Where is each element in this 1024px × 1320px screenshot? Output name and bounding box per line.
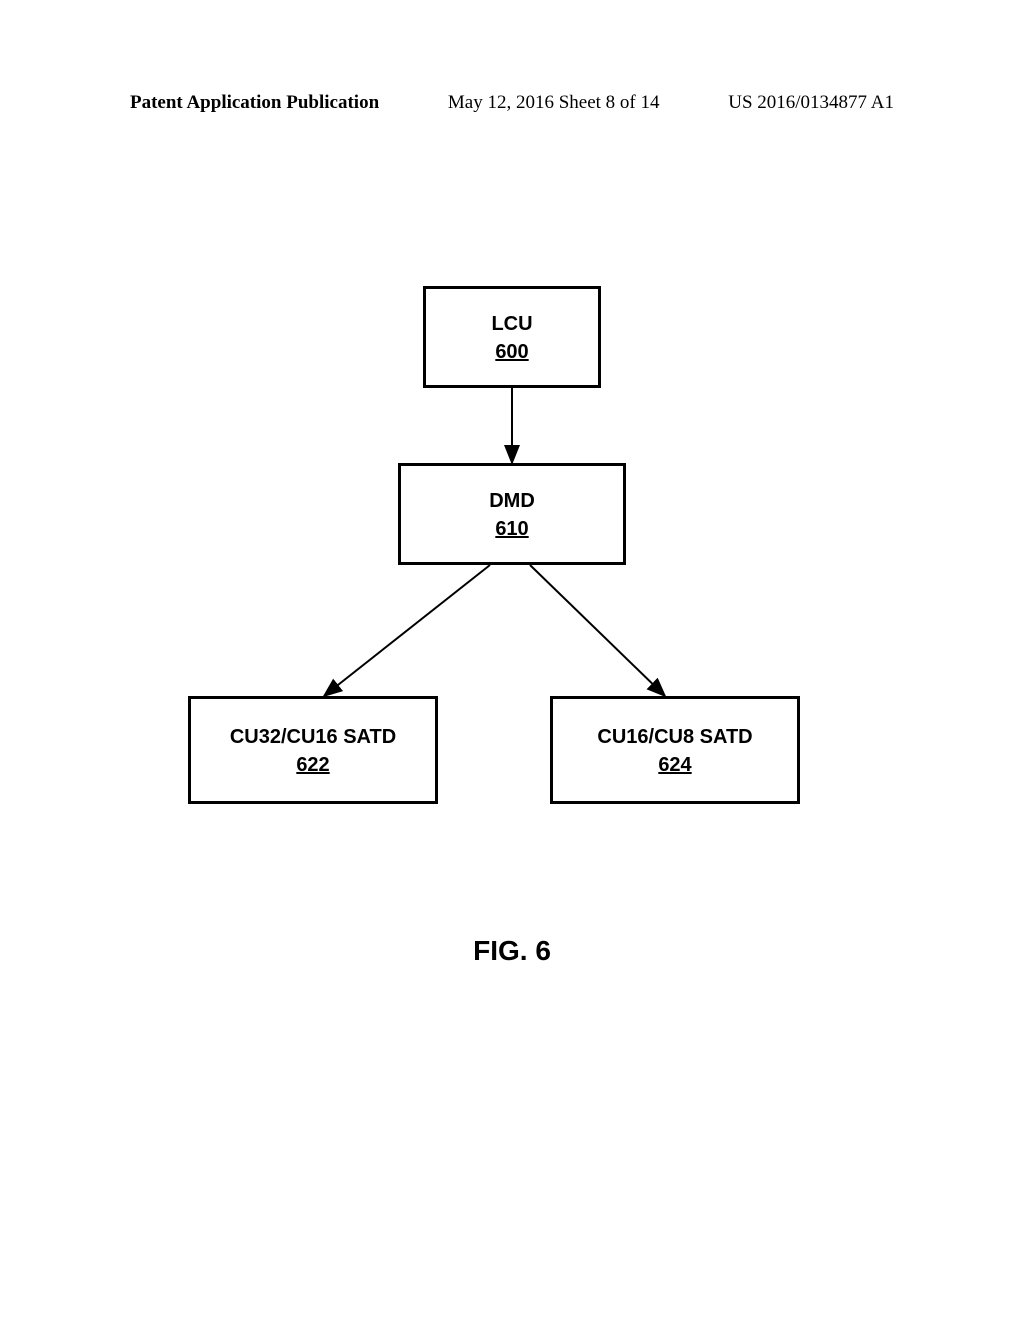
header-docket: US 2016/0134877 A1 bbox=[728, 92, 894, 114]
node-lcu: LCU 600 bbox=[423, 286, 601, 388]
node-label: CU32/CU16 SATD bbox=[230, 724, 396, 750]
node-ref: 624 bbox=[658, 754, 691, 777]
edge-dmd-cu32 bbox=[324, 565, 490, 696]
node-dmd: DMD 610 bbox=[398, 463, 626, 565]
node-ref: 600 bbox=[495, 341, 528, 364]
flow-diagram: LCU 600 DMD 610 CU32/CU16 SATD 622 CU16/CU8 SA… bbox=[0, 286, 1024, 986]
header-date-sheet: May 12, 2016 Sheet 8 of 14 bbox=[448, 92, 660, 114]
node-label: LCU bbox=[491, 311, 532, 337]
node-cu16: CU16/CU8 SATD 624 bbox=[550, 696, 800, 804]
edge-dmd-cu16 bbox=[530, 565, 665, 696]
node-label: DMD bbox=[489, 488, 535, 514]
figure-caption: FIG. 6 bbox=[0, 935, 1024, 967]
node-ref: 610 bbox=[495, 518, 528, 541]
node-label: CU16/CU8 SATD bbox=[597, 724, 752, 750]
page-header: Patent Application Publication May 12, 2… bbox=[0, 92, 1024, 114]
header-publication: Patent Application Publication bbox=[130, 92, 379, 114]
node-cu32: CU32/CU16 SATD 622 bbox=[188, 696, 438, 804]
node-ref: 622 bbox=[296, 754, 329, 777]
diagram-edges bbox=[0, 286, 1024, 986]
